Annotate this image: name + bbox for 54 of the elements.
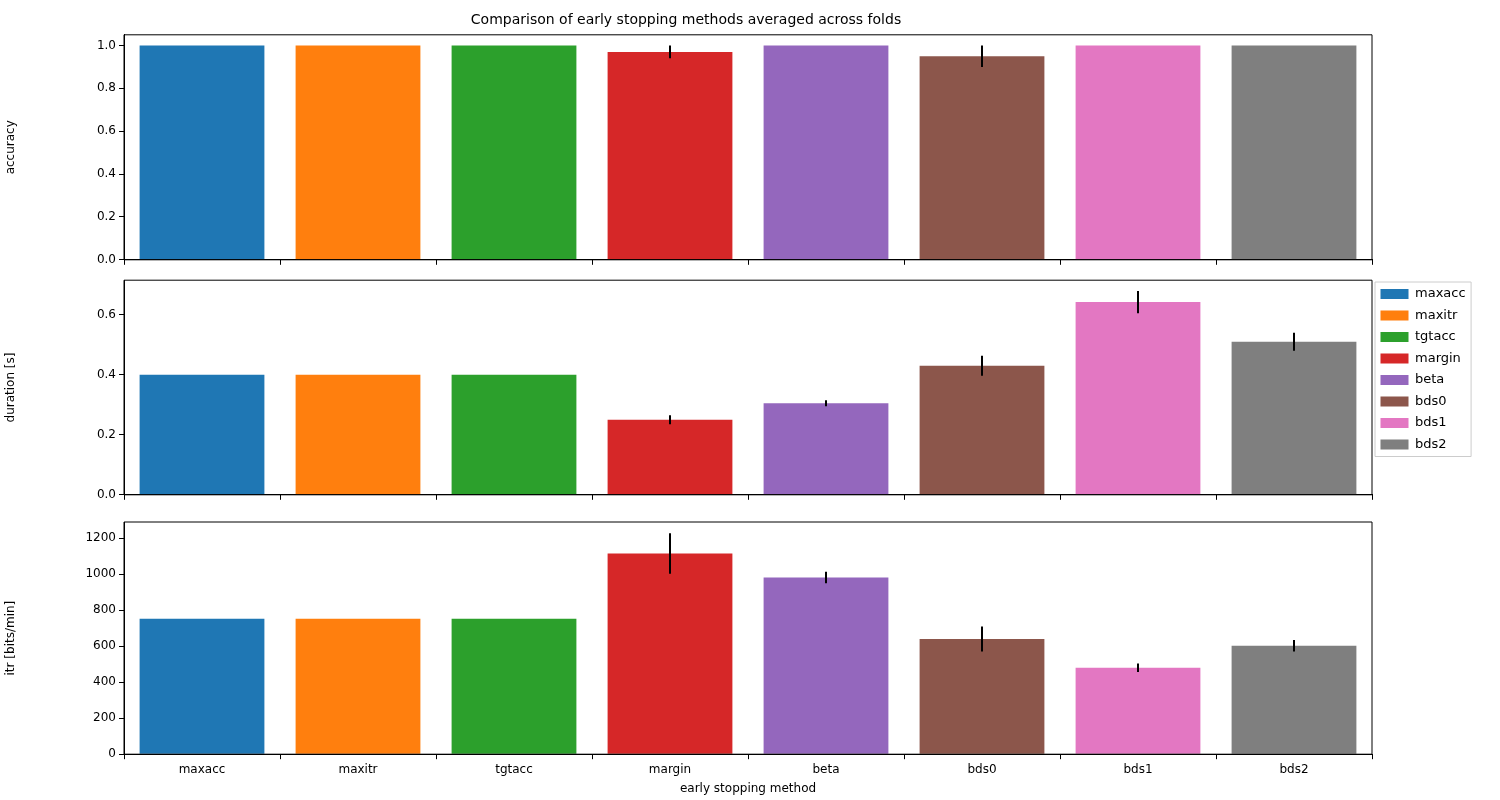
legend-label: margin: [1415, 349, 1461, 365]
bar: [139, 618, 265, 754]
x-tick-label: maxacc: [178, 761, 226, 776]
bar: [1231, 45, 1357, 260]
y-tick-label: 0.6: [96, 306, 116, 321]
bar: [1231, 645, 1357, 754]
y-tick-label: 600: [93, 638, 116, 653]
legend-label: tgtacc: [1415, 328, 1456, 344]
legend-label: beta: [1415, 371, 1445, 387]
x-tick-label: bds2: [1279, 761, 1309, 776]
y-axis-title: duration [s]: [3, 352, 18, 423]
y-tick-label: 0.4: [96, 366, 116, 381]
legend-label: bds1: [1415, 414, 1447, 430]
x-tick-label: bds0: [967, 761, 997, 776]
x-tick-label: beta: [812, 761, 840, 776]
y-tick-label: 0: [108, 746, 116, 761]
x-tick-label: tgtacc: [495, 761, 533, 776]
chart-title: Comparison of early stopping methods averaged across folds: [470, 11, 902, 28]
y-axis-title: accuracy: [3, 120, 18, 175]
y-tick-label: 1000: [85, 566, 116, 581]
legend-label: maxacc: [1415, 285, 1466, 301]
bar: [295, 45, 421, 260]
bar: [139, 45, 265, 260]
y-tick-label: 1200: [85, 530, 116, 545]
x-tick-label: maxitr: [338, 761, 378, 776]
bar: [607, 553, 733, 754]
bar: [919, 639, 1045, 754]
y-tick-label: 0.4: [96, 166, 116, 181]
y-tick-label: 1.0: [96, 37, 116, 52]
bar: [295, 618, 421, 754]
y-tick-label: 0.2: [96, 426, 116, 441]
y-tick-label: 0.0: [96, 251, 116, 266]
bar: [451, 45, 577, 260]
y-tick-label: 0.2: [96, 209, 116, 224]
legend-label: bds2: [1415, 435, 1447, 451]
bar: [763, 577, 889, 754]
y-tick-label: 800: [93, 602, 116, 617]
bar: [607, 51, 733, 260]
legend-label: maxitr: [1415, 306, 1459, 322]
legend-label: bds0: [1415, 392, 1447, 408]
y-tick-label: 0.0: [96, 486, 116, 501]
bar: [451, 618, 577, 754]
y-tick-label: 200: [93, 710, 116, 725]
bar: [763, 45, 889, 260]
y-tick-label: 0.6: [96, 123, 116, 138]
y-tick-label: 0.8: [96, 80, 116, 95]
x-tick-label: bds1: [1123, 761, 1153, 776]
bar: [1075, 667, 1201, 754]
bar: [919, 56, 1045, 260]
bar: [1075, 45, 1201, 260]
y-axis-title: itr [bits/min]: [3, 600, 18, 676]
x-tick-label: margin: [648, 761, 692, 776]
x-axis-title: early stopping method: [679, 780, 817, 795]
y-tick-label: 400: [93, 674, 116, 689]
